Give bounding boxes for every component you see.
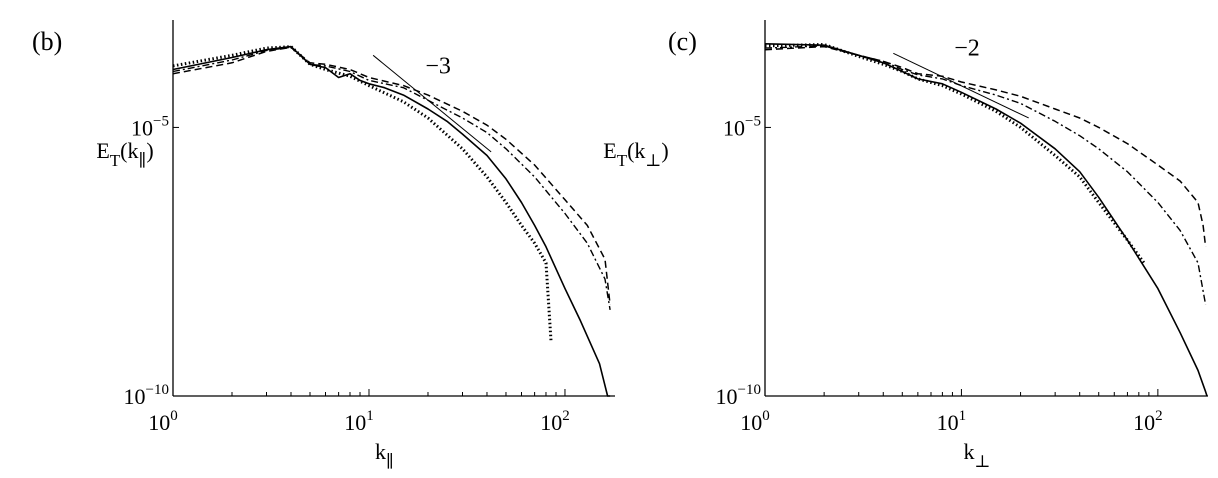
x-axis-label: k∥ (375, 439, 394, 471)
series-dashed-line (172, 46, 611, 305)
series-dotted-line (172, 45, 553, 343)
x-tick-label: 101 (344, 408, 374, 435)
slope-label: −2 (954, 36, 980, 62)
series-dashdot-line (764, 45, 1207, 305)
slope-reference-line (893, 52, 1029, 119)
series-dashdot-line (172, 46, 611, 311)
y-axis-label: ET(k⊥) (603, 138, 669, 170)
y-tick-label: 10−10 (716, 382, 761, 409)
x-tick-label: 102 (1133, 408, 1163, 435)
y-tick-label: 10−5 (723, 113, 761, 140)
y-axis-label: ET(k∥) (96, 138, 153, 170)
x-tick-label: 101 (937, 408, 967, 435)
x-tick-label: 100 (740, 408, 770, 435)
panel-label: (b) (32, 27, 62, 56)
series-solid-line (172, 45, 611, 397)
y-tick-label: 10−5 (131, 113, 169, 140)
chart-panel-1: 100 101 102 10−5 10−10 (c) ET(k⊥) k⊥ −2 (603, 20, 1208, 471)
panel-label: (c) (668, 27, 697, 56)
slope-label: −3 (425, 54, 451, 80)
series-dotted-line (764, 43, 1146, 264)
slope-reference-line (372, 54, 492, 153)
series-dashed-line (764, 45, 1207, 247)
chart-panel-0: 100 101 102 10−5 10−10 (b) ET(k∥) k∥ −3 (32, 20, 615, 471)
y-tick-label: 10−10 (124, 382, 169, 409)
x-axis-label: k⊥ (963, 439, 990, 471)
x-tick-label: 100 (148, 408, 178, 435)
x-tick-label: 102 (540, 408, 570, 435)
series-solid-line (764, 43, 1208, 397)
